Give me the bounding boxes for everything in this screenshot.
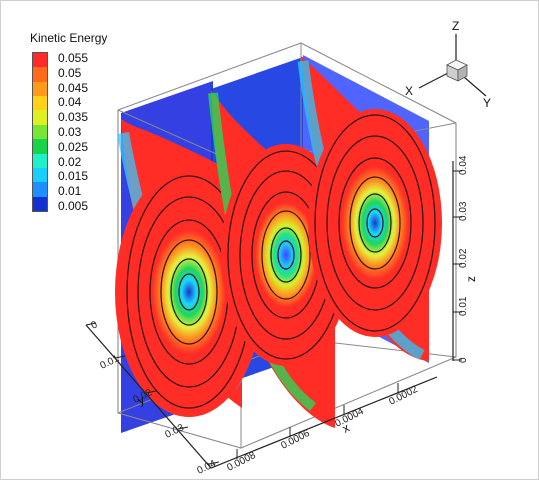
triad-label-y: Y: [483, 96, 491, 110]
legend-label-6: 0.025: [58, 139, 89, 154]
right-streamline-5: [326, 135, 424, 311]
middle-streamline-1: [277, 240, 295, 270]
triad-x-axis: [418, 72, 449, 89]
triad-cube-right: [457, 64, 468, 82]
x-tick-label-0002: 0.0002: [387, 384, 420, 408]
orientation-triad: Z X Y: [405, 19, 491, 110]
legend-swatch-2: [33, 81, 47, 97]
y-tick-2: [145, 390, 157, 394]
middle-streamline-3: [261, 210, 311, 300]
triad-y-axis: [463, 76, 487, 97]
legend-label-10: 0.005: [58, 198, 89, 213]
y-axis-title: y: [135, 392, 147, 407]
left-streamline-1: [178, 273, 200, 311]
right-streamline-3: [349, 176, 401, 270]
legend-swatch-6: [33, 139, 47, 154]
legend-label-7: 0.02: [58, 154, 82, 169]
middle-streamline-2: [270, 227, 302, 283]
y-tick-3: [177, 426, 189, 430]
right-streamline-6: [314, 114, 436, 332]
x-tick-label-0004: 0.0004: [333, 406, 366, 430]
legend-label-8: 0.015: [58, 169, 89, 184]
legend-swatch-4: [33, 110, 47, 125]
z-tick-label-002: 0.02: [458, 248, 469, 268]
triad-label-x: X: [405, 84, 413, 98]
z-tick-label-000: 0: [458, 357, 469, 363]
z-tick-label-001: 0.01: [458, 296, 469, 316]
legend-label-0: 0.055: [58, 51, 89, 65]
legend-label-3: 0.04: [58, 95, 82, 110]
right-streamline-2: [358, 193, 392, 253]
legend-swatch-7: [33, 153, 47, 168]
legend-label-5: 0.03: [58, 124, 82, 139]
x-tick-label-0006: 0.0006: [279, 428, 312, 452]
x-tick-label-0008: 0.0008: [225, 450, 258, 474]
y-tick-label-4: 0.04: [195, 458, 218, 477]
legend-swatch-10: [33, 196, 47, 211]
right-streamline-4: [338, 157, 412, 289]
y-tick-label-0: 0: [89, 319, 99, 332]
left-streamline-3: [160, 239, 218, 345]
legend-title: Kinetic Energy: [30, 31, 108, 45]
legend-swatch-1: [33, 67, 47, 82]
y-tick-1: [114, 355, 126, 359]
legend-label-1: 0.05: [58, 65, 82, 80]
y-tick-4: [208, 461, 220, 465]
y-tick-0: [85, 322, 97, 326]
z-axis-title: z: [464, 276, 478, 282]
legend-labels: 0.055 0.05 0.045 0.04 0.035 0.03 0.025 0…: [58, 52, 88, 212]
legend-swatch-5: [33, 124, 47, 140]
legend-swatch-0: [33, 53, 47, 68]
triad-label-z: Z: [452, 19, 459, 33]
legend-swatch-3: [33, 96, 47, 111]
right-slice-vortex: [308, 109, 442, 337]
legend-swatch-9: [33, 182, 47, 197]
x-axis-title: x: [340, 420, 352, 435]
right-slice-streamlines: [314, 114, 436, 332]
z-tick-label-004: 0.04: [458, 155, 469, 175]
slice-right: [297, 56, 442, 361]
left-streamline-2: [170, 258, 208, 326]
legend-label-4: 0.035: [58, 110, 89, 125]
legend-label-9: 0.01: [58, 184, 82, 199]
y-tick-label-3: 0.03: [163, 422, 186, 441]
z-tick-label-003: 0.03: [458, 201, 469, 221]
legend-label-2: 0.045: [58, 80, 89, 95]
legend-swatch-8: [33, 167, 47, 183]
legend-color-bar: [32, 52, 48, 212]
right-streamline-1: [366, 208, 384, 238]
kinetic-energy-legend: Kinetic Energy 0.055 0.05 0.045 0.04 0.0…: [28, 31, 148, 221]
bottom-axis-frame: [85, 324, 438, 469]
